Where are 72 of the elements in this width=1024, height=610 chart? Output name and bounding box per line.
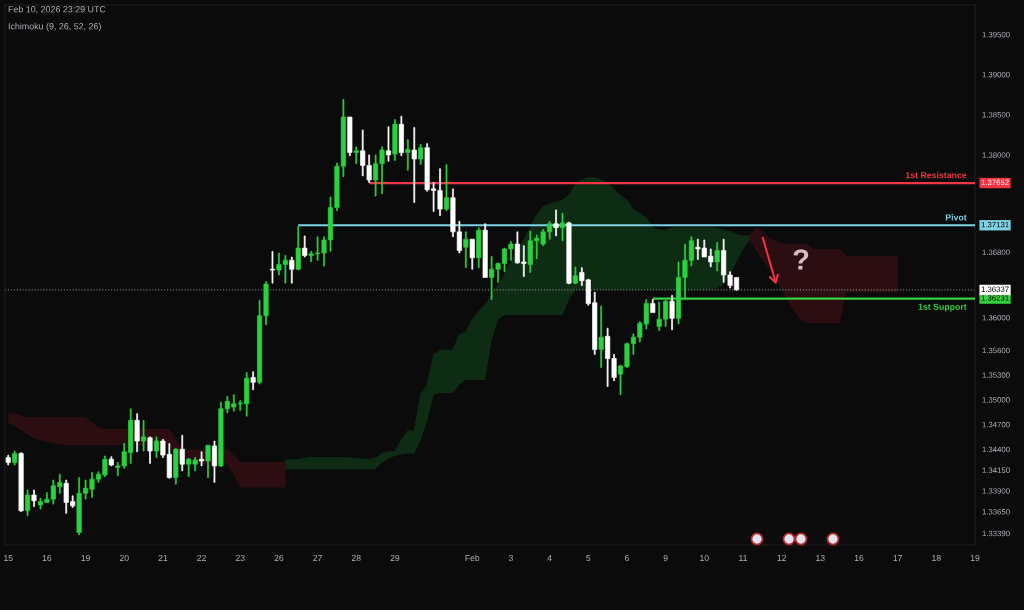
x-tick-label: 9 [663, 554, 668, 562]
candlestick [411, 127, 417, 203]
candlestick [572, 266, 578, 285]
candlestick [392, 119, 398, 161]
annotation: Ichimoku (9, 26, 52, 26) [8, 22, 101, 32]
candlestick [463, 231, 469, 268]
candlestick [295, 225, 301, 271]
candlestick [650, 299, 656, 313]
series-label: Pivot [945, 214, 967, 221]
x-tick-label: 18 [932, 554, 941, 562]
x-tick-label: 11 [739, 555, 748, 561]
candlestick [141, 419, 147, 452]
x-tick-label: 13 [816, 554, 825, 562]
x-tick-label: 3 [508, 554, 513, 562]
candlestick [669, 295, 675, 331]
candlestick [566, 221, 572, 285]
candlestick [469, 238, 475, 270]
candlestick [385, 126, 392, 162]
candlestick [18, 452, 24, 512]
candlestick [199, 451, 205, 467]
candlestick [269, 251, 276, 284]
candlestick [134, 413, 140, 453]
candlestick [108, 456, 114, 467]
x-tick-label: 6 [625, 554, 629, 562]
candlestick [205, 444, 211, 478]
candlestick [173, 448, 179, 485]
candlestick [482, 223, 488, 278]
candlestick [153, 436, 159, 458]
candlestick [443, 164, 450, 212]
x-tick-label: 27 [313, 554, 322, 561]
x-tick-label: 23 [235, 554, 245, 562]
candlestick [250, 371, 256, 391]
candlestick [418, 144, 424, 165]
x-tick-label: Feb [465, 554, 480, 562]
x-tick-label: 5 [586, 555, 591, 562]
chart-title: Feb 10, 2026 23:29 UTC [8, 5, 106, 14]
candlestick [559, 212, 566, 242]
x-tick-label: 16 [42, 554, 52, 562]
candlestick [353, 146, 359, 165]
candlestick [347, 116, 353, 157]
candlestick [405, 139, 411, 171]
x-tick-label: 26 [274, 554, 284, 562]
annotation: ? [793, 249, 809, 270]
x-tick-label: 20 [119, 554, 129, 562]
x-tick-label: 28 [351, 554, 361, 562]
candlestick [289, 256, 295, 284]
x-tick-label: 17 [893, 555, 903, 561]
x-tick-label: 29 [390, 554, 400, 562]
x-tick-label: 16 [854, 554, 864, 562]
x-tick-label: 10 [700, 554, 709, 562]
candlestick [25, 489, 31, 517]
x-tick-label: 4 [547, 555, 552, 561]
x-tick-label: 12 [777, 554, 786, 561]
candlestick [147, 436, 153, 464]
x-tick-label: 15 [4, 555, 13, 562]
candlestick [398, 115, 404, 157]
candlestick [476, 227, 482, 268]
x-tick-label: 19 [970, 554, 980, 562]
candlestick [553, 209, 559, 237]
candlestick [211, 440, 218, 483]
candlestick [31, 489, 37, 507]
candlestick [714, 242, 720, 272]
x-tick-label: 21 [158, 554, 168, 561]
candlestick [179, 434, 185, 472]
candlestick [5, 454, 11, 466]
candlestick [302, 235, 308, 258]
candlestick [12, 450, 18, 466]
series-label: 1st Resistance [905, 171, 967, 179]
x-tick-label: 19 [81, 554, 90, 562]
candlestick [598, 305, 604, 368]
x-tick-label: 22 [197, 554, 206, 561]
series-label: 1st Support [918, 303, 967, 312]
